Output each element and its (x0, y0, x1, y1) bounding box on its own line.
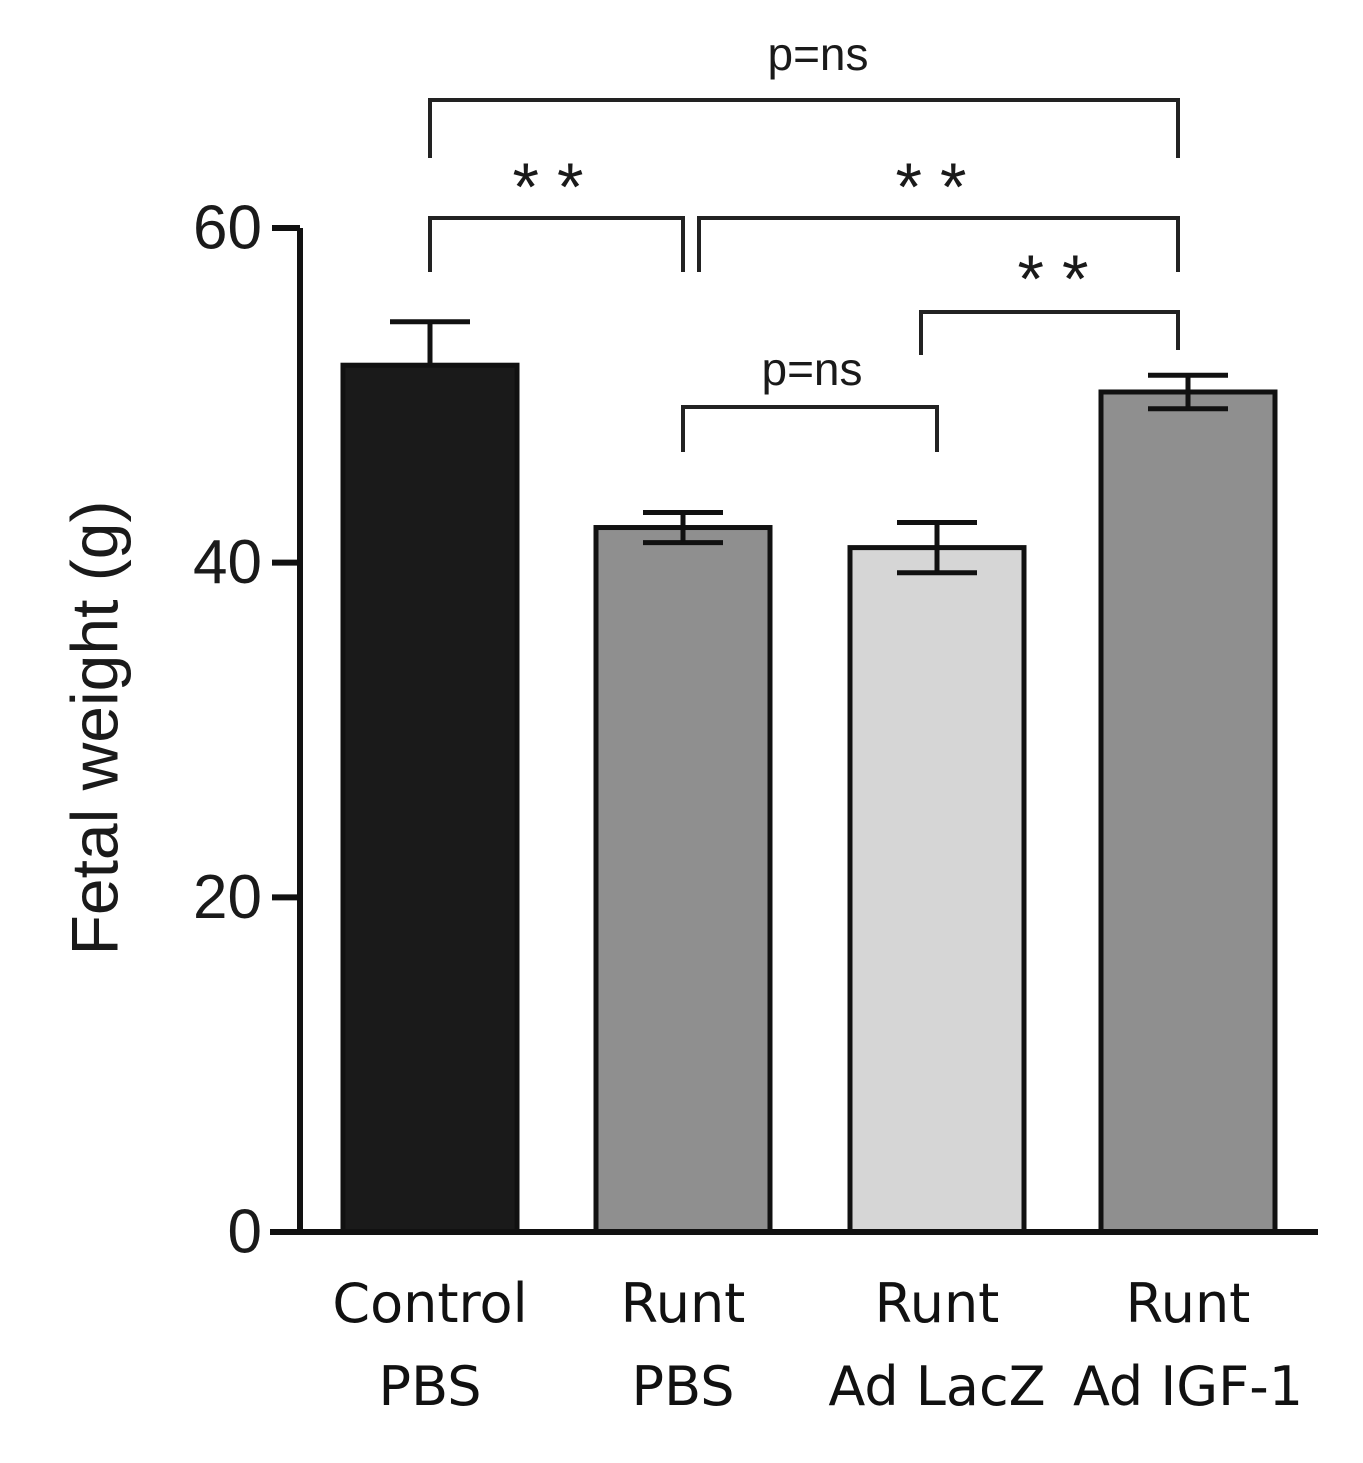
bar (847, 545, 1027, 1235)
bar (593, 525, 773, 1235)
significance-bracket (681, 405, 939, 452)
y-tick-label: 0 (228, 1198, 262, 1267)
bar (340, 362, 520, 1235)
x-category-label: Control (332, 1272, 527, 1335)
significance-annotations: p=ns ** ** ** p=ns (428, 28, 1180, 452)
significance-bracket (919, 310, 1180, 355)
significance-label: p=ns (761, 343, 862, 395)
significance-bracket (428, 216, 685, 272)
x-category-label: PBS (379, 1355, 482, 1418)
y-tick-label: 40 (193, 528, 262, 597)
bar (1098, 389, 1278, 1235)
significance-bracket (428, 98, 1180, 158)
x-category-label: Runt (875, 1272, 1000, 1335)
x-category-label: Runt (621, 1272, 746, 1335)
significance-bracket (697, 216, 1180, 272)
x-category-labels: Control PBS Runt PBS Runt Ad LacZ Runt Ad IGF-1 (332, 1272, 1303, 1418)
x-category-label: Ad IGF-1 (1073, 1355, 1303, 1418)
significance-label: ** (1018, 241, 1107, 317)
x-category-label: Ad LacZ (828, 1355, 1045, 1418)
y-tick-label: 60 (193, 194, 262, 263)
x-category-label: Runt (1126, 1272, 1251, 1335)
significance-label: p=ns (767, 28, 868, 80)
bars (340, 319, 1278, 1235)
x-category-label: PBS (632, 1355, 735, 1418)
y-tick-label: 20 (193, 863, 262, 932)
significance-label: ** (513, 149, 602, 225)
significance-label: ** (896, 149, 985, 225)
axes (270, 228, 1318, 1235)
y-axis-label: Fetal weight (g) (57, 501, 131, 956)
y-ticks: 0 20 40 60 (193, 194, 300, 1267)
